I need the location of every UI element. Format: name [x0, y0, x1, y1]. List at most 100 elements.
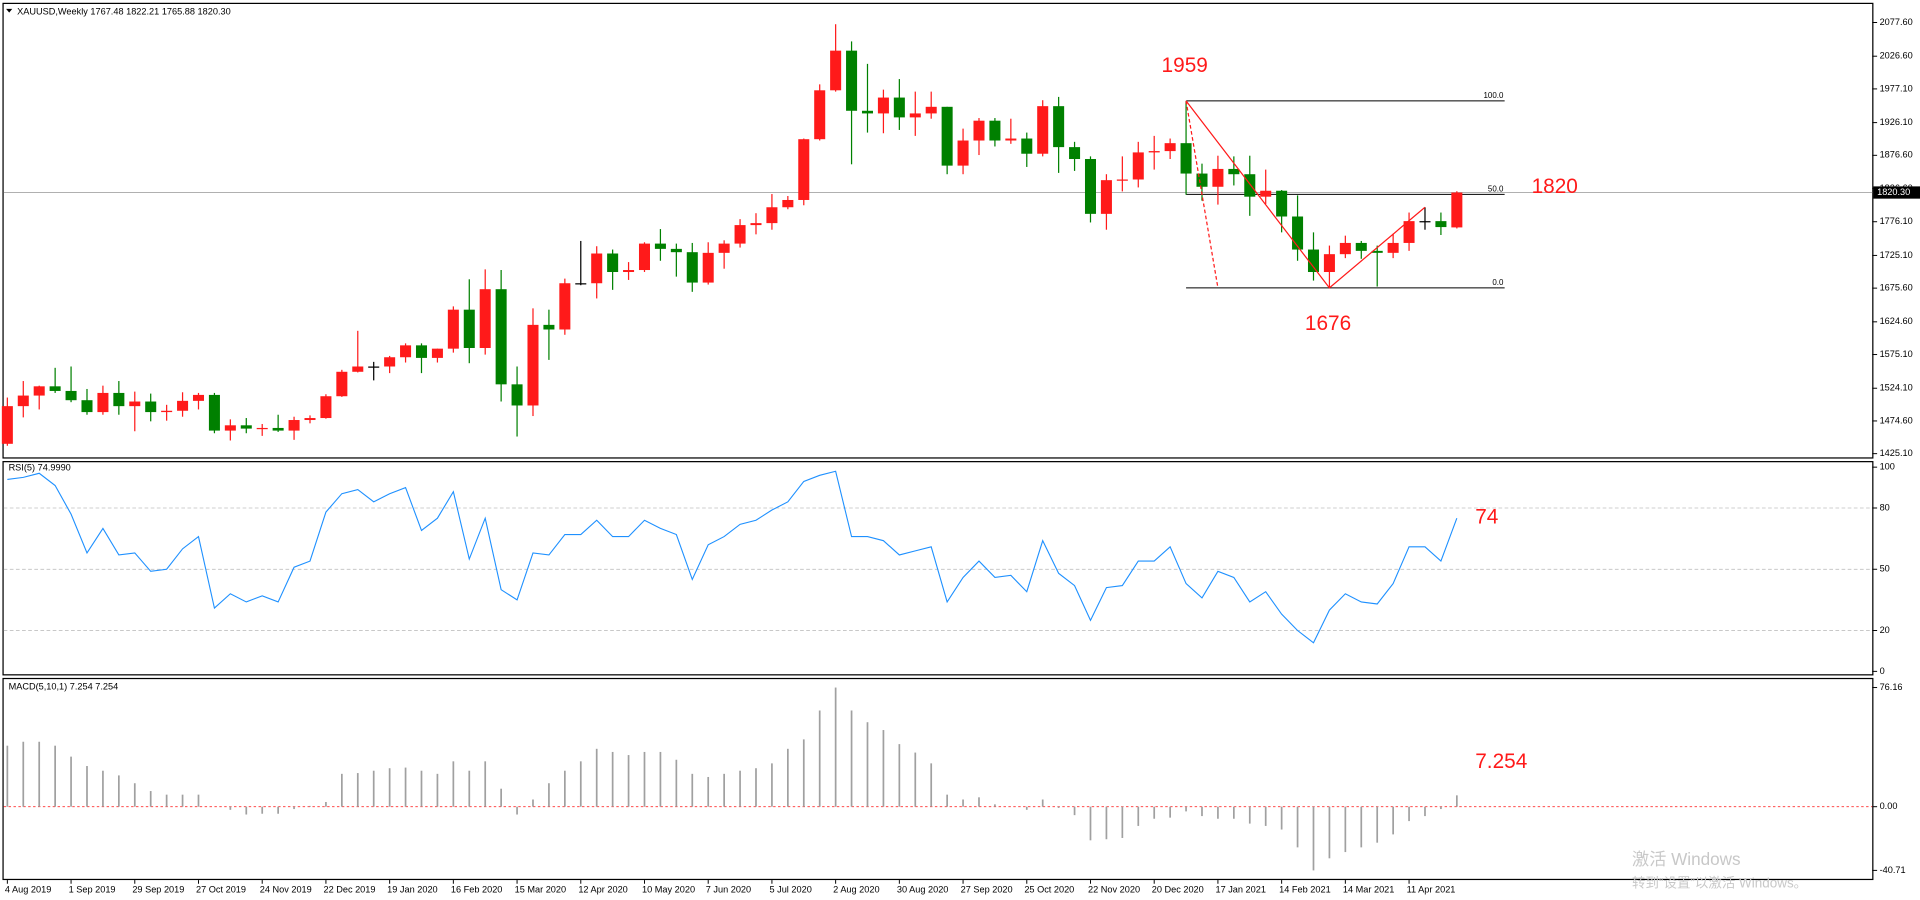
candle-body: [1148, 151, 1160, 153]
watermark-sub: 转到“设置”以激活 Windows。: [1632, 875, 1807, 890]
price-panel: [2, 2, 1874, 459]
x-tick-label: 22 Nov 2020: [1088, 884, 1140, 894]
candle-body: [909, 113, 921, 118]
y-tick-label: 2026.60: [1880, 51, 1913, 61]
y-tick-label: 1624.60: [1880, 316, 1913, 326]
candle-body: [81, 400, 93, 413]
annotation: 1959: [1162, 54, 1208, 77]
candle-body: [814, 90, 826, 140]
x-tick-label: 20 Dec 2020: [1152, 884, 1204, 894]
candle-body: [654, 243, 666, 249]
candle-body: [415, 345, 428, 358]
symbol: XAUUSD,Weekly: [17, 7, 88, 17]
y-tick-label: 1876.60: [1880, 150, 1913, 160]
candle-body: [352, 366, 364, 372]
x-tick-label: 7 Jun 2020: [706, 884, 751, 894]
candle-body: [288, 420, 300, 431]
macd-panel: [2, 677, 1874, 881]
candle-body: [1069, 147, 1081, 160]
y-tick-label: 50: [1880, 564, 1890, 574]
candle-body: [447, 309, 459, 349]
candle-body: [893, 97, 905, 118]
candle-body: [65, 390, 77, 401]
candle-body: [336, 371, 348, 397]
candle-body: [1116, 179, 1128, 181]
candle-body: [1451, 192, 1463, 228]
fib-label: 50.0: [1488, 185, 1504, 194]
x-tick-label: 10 May 2020: [642, 884, 695, 894]
rsi-title: RSI(5): [9, 463, 35, 473]
x-tick-label: 14 Mar 2021: [1343, 884, 1395, 894]
candle-body: [670, 248, 682, 253]
candle-body: [1244, 174, 1256, 197]
rsi-line: [7, 470, 1458, 644]
x-tick-label: 27 Sep 2020: [961, 884, 1013, 894]
annotation: 1820: [1532, 175, 1578, 198]
x-tick-label: 1 Sep 2019: [69, 884, 116, 894]
candle-body: [431, 348, 443, 358]
menu-arrow[interactable]: [6, 8, 13, 13]
candle-body: [1228, 168, 1240, 175]
x-tick-label: 19 Jan 2020: [387, 884, 438, 894]
x-tick-label: 4 Aug 2019: [5, 884, 51, 894]
x-tick-label: 14 Feb 2021: [1279, 884, 1331, 894]
x-tick-label: 25 Oct 2020: [1024, 884, 1074, 894]
high-label: 1822.21: [126, 7, 159, 17]
candle-body: [846, 50, 858, 111]
candle-body: [973, 120, 985, 141]
candle-body: [1419, 221, 1431, 223]
candle-body: [463, 309, 475, 348]
candle-body: [686, 252, 698, 283]
candle-body: [1212, 168, 1224, 187]
y-tick-label: 0: [1880, 666, 1885, 676]
y-tick-label: 1725.10: [1880, 250, 1913, 260]
price-label: 1820.30: [1877, 187, 1910, 197]
y-tick-label: 1425.10: [1880, 448, 1913, 458]
candle-body: [830, 50, 842, 91]
candle-body: [527, 324, 539, 406]
fib-trend: [1185, 100, 1219, 288]
candle-body: [861, 110, 874, 114]
zigzag: [1185, 100, 1426, 289]
candle-body: [511, 384, 523, 406]
x-tick-label: 22 Dec 2019: [323, 884, 375, 894]
candle-body: [1100, 180, 1112, 214]
y-tick-label: 1776.10: [1880, 216, 1913, 226]
y-tick-label: 76.16: [1880, 682, 1903, 692]
candle-body: [320, 396, 332, 419]
open-label: 1767.48: [90, 7, 123, 17]
candle-body: [1084, 159, 1097, 214]
x-tick-label: 17 Jan 2021: [1215, 884, 1266, 894]
candle-body: [384, 357, 396, 367]
candle-body: [113, 392, 125, 407]
close-label: 1820.30: [198, 7, 231, 17]
candle-body: [1371, 250, 1383, 253]
candle-body: [750, 223, 762, 226]
candle-body: [495, 289, 507, 385]
candle-body: [734, 225, 746, 244]
candle-body: [1037, 106, 1049, 154]
x-tick-label: 16 Feb 2020: [451, 884, 503, 894]
candle-body: [543, 324, 555, 330]
y-tick-label: 1575.10: [1880, 349, 1913, 359]
macd-header: MACD(5,10,1) 7.254 7.254: [9, 682, 119, 692]
candle-body: [1276, 190, 1288, 217]
x-tick-label: 12 Apr 2020: [578, 884, 627, 894]
candle-body: [1164, 143, 1176, 152]
y-tick-label: 20: [1880, 625, 1890, 635]
candle-body: [1292, 216, 1304, 250]
x-tick-label: 11 Apr 2021: [1407, 884, 1456, 894]
watermark: 激活 Windows: [1632, 849, 1741, 869]
macd-value: 7.254: [70, 682, 93, 692]
candle-body: [33, 386, 45, 396]
macd-signal: 7.254: [95, 682, 118, 692]
fib-label: 100.0: [1484, 91, 1504, 100]
candle-body: [798, 139, 810, 200]
annotation: 1676: [1305, 312, 1351, 335]
candle-body: [17, 395, 29, 407]
candle-body: [208, 394, 220, 431]
candle-body: [1339, 242, 1351, 255]
candle-body: [224, 425, 236, 431]
